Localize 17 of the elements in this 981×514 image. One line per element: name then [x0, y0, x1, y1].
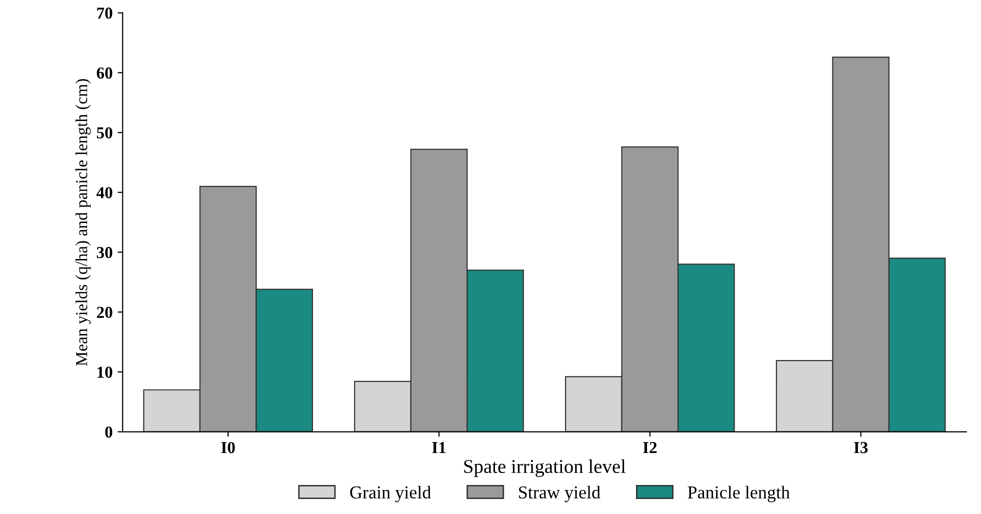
legend-label: Straw yield	[519, 486, 600, 502]
x-axis-title: Spate irrigation level	[464, 459, 626, 478]
y-axis-title: Mean yields (q/ha) and panicle length (cm)	[76, 79, 91, 366]
x-tick-label: I3	[854, 442, 868, 454]
x-tick-label: I0	[221, 442, 235, 454]
y-tick-label: 40	[96, 187, 112, 198]
legend-label: Grain yield	[350, 486, 431, 502]
y-tick-label: 20	[96, 306, 112, 318]
x-tick-label: I1	[432, 442, 446, 454]
y-tick-label: 0	[105, 426, 112, 438]
y-tick-label: 60	[96, 67, 112, 79]
y-tick-label: 10	[98, 366, 112, 378]
legend-label: Panicle length	[688, 486, 790, 502]
y-tick-label: 50	[96, 127, 112, 138]
y-tick-label: 30	[96, 246, 112, 258]
x-tick-label: I2	[643, 442, 657, 454]
y-tick-label: 70	[97, 8, 112, 19]
